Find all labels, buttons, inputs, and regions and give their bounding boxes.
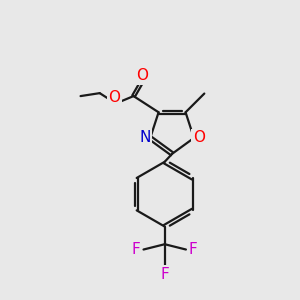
Text: N: N bbox=[139, 130, 151, 146]
Text: O: O bbox=[193, 130, 205, 146]
Text: F: F bbox=[189, 242, 198, 257]
Text: O: O bbox=[136, 68, 148, 83]
Text: F: F bbox=[132, 242, 140, 257]
Text: O: O bbox=[108, 90, 120, 105]
Text: F: F bbox=[160, 267, 169, 282]
